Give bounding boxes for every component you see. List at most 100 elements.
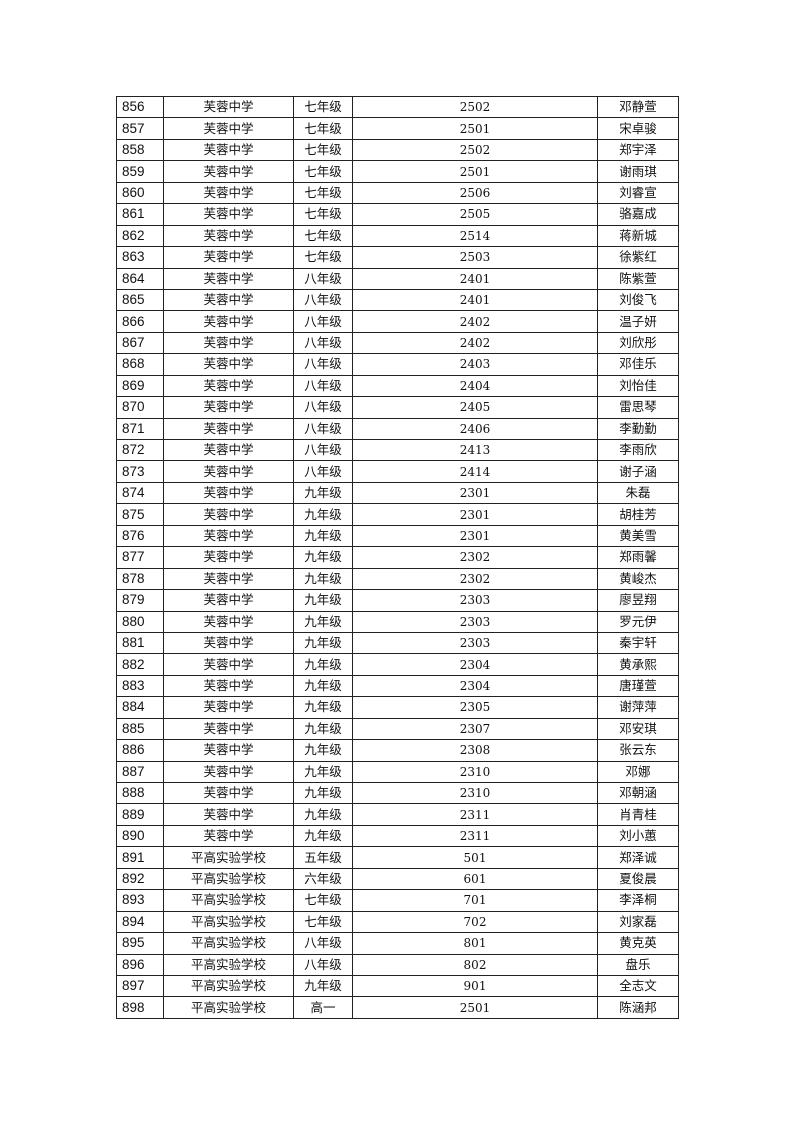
table-row: 873 芙蓉中学 八年级 2414 谢子涵: [116, 460, 679, 483]
row-number-cell: 877: [116, 546, 164, 569]
table-row: 874 芙蓉中学 九年级 2301 朱磊: [116, 481, 679, 505]
class-cell: 2404: [352, 374, 598, 398]
table-row: 880 芙蓉中学 九年级 2303 罗元伊: [116, 610, 679, 633]
class-cell: 2402: [352, 331, 598, 355]
student-name-cell: 肖青桂: [597, 803, 679, 826]
row-number-cell: 856: [116, 95, 164, 119]
class-cell: 901: [352, 974, 598, 998]
school-cell: 芙蓉中学: [163, 181, 294, 205]
row-number-cell: 860: [116, 181, 164, 205]
table-row: 856 芙蓉中学 七年级 2502 邓静萱: [116, 95, 679, 119]
class-cell: 2308: [352, 739, 598, 762]
table-row: 877 芙蓉中学 九年级 2302 郑雨馨: [116, 546, 679, 569]
table-row: 886 芙蓉中学 九年级 2308 张云东: [116, 739, 679, 762]
class-cell: 501: [352, 846, 598, 869]
school-cell: 芙蓉中学: [163, 267, 294, 290]
school-cell: 芙蓉中学: [163, 610, 294, 633]
table-row: 895 平高实验学校 八年级 801 黄克英: [116, 932, 679, 955]
table-row: 878 芙蓉中学 九年级 2302 黄峻杰: [116, 567, 679, 591]
school-cell: 芙蓉中学: [163, 95, 294, 119]
student-name-cell: 邓安琪: [597, 717, 679, 741]
row-number-cell: 898: [116, 996, 164, 1019]
grade-cell: 八年级: [293, 331, 353, 355]
table-row: 882 芙蓉中学 九年级 2304 黄承熙: [116, 653, 679, 676]
row-number-cell: 889: [116, 803, 164, 826]
student-name-cell: 郑宇泽: [597, 138, 679, 162]
row-number-cell: 859: [116, 160, 164, 183]
school-cell: 芙蓉中学: [163, 460, 294, 483]
grade-cell: 九年级: [293, 653, 353, 676]
class-cell: 2311: [352, 824, 598, 848]
student-name-cell: 雷思琴: [597, 396, 679, 419]
row-number-cell: 884: [116, 696, 164, 719]
student-name-cell: 温子妍: [597, 310, 679, 333]
grade-cell: 九年级: [293, 524, 353, 548]
grade-cell: 八年级: [293, 374, 353, 398]
school-cell: 芙蓉中学: [163, 674, 294, 698]
school-cell: 芙蓉中学: [163, 739, 294, 762]
row-number-cell: 895: [116, 932, 164, 955]
row-number-cell: 894: [116, 910, 164, 934]
student-name-cell: 刘小蕙: [597, 824, 679, 848]
grade-cell: 九年级: [293, 610, 353, 633]
grade-cell: 九年级: [293, 696, 353, 719]
table-row: 858 芙蓉中学 七年级 2502 郑宇泽: [116, 138, 679, 162]
table-row: 884 芙蓉中学 九年级 2305 谢萍萍: [116, 696, 679, 719]
row-number-cell: 874: [116, 481, 164, 505]
table-row: 888 芙蓉中学 九年级 2310 邓朝涵: [116, 781, 679, 805]
table-row: 868 芙蓉中学 八年级 2403 邓佳乐: [116, 353, 679, 376]
student-name-cell: 刘睿宣: [597, 181, 679, 205]
table-row: 890 芙蓉中学 九年级 2311 刘小蕙: [116, 824, 679, 848]
row-number-cell: 872: [116, 438, 164, 462]
class-cell: 2413: [352, 438, 598, 462]
class-cell: 2310: [352, 781, 598, 805]
student-name-cell: 谢萍萍: [597, 696, 679, 719]
student-name-cell: 邓娜: [597, 760, 679, 784]
row-number-cell: 870: [116, 396, 164, 419]
row-number-cell: 875: [116, 503, 164, 526]
student-name-cell: 李雨欣: [597, 438, 679, 462]
grade-cell: 九年级: [293, 503, 353, 526]
class-cell: 702: [352, 910, 598, 934]
grade-cell: 七年级: [293, 117, 353, 140]
school-cell: 芙蓉中学: [163, 503, 294, 526]
grade-cell: 八年级: [293, 417, 353, 441]
grade-cell: 八年级: [293, 953, 353, 976]
grade-cell: 八年级: [293, 460, 353, 483]
row-number-cell: 866: [116, 310, 164, 333]
grade-cell: 七年级: [293, 203, 353, 226]
table-row: 885 芙蓉中学 九年级 2307 邓安琪: [116, 717, 679, 741]
class-cell: 2303: [352, 589, 598, 612]
grade-cell: 七年级: [293, 246, 353, 269]
row-number-cell: 893: [116, 889, 164, 912]
class-cell: 2514: [352, 224, 598, 248]
class-cell: 2505: [352, 203, 598, 226]
school-cell: 平高实验学校: [163, 867, 294, 891]
grade-cell: 七年级: [293, 160, 353, 183]
class-cell: 2305: [352, 696, 598, 719]
school-cell: 平高实验学校: [163, 910, 294, 934]
grade-cell: 七年级: [293, 224, 353, 248]
student-name-cell: 夏俊晨: [597, 867, 679, 891]
school-cell: 芙蓉中学: [163, 288, 294, 312]
school-cell: 芙蓉中学: [163, 824, 294, 848]
class-cell: 801: [352, 932, 598, 955]
table-row: 867 芙蓉中学 八年级 2402 刘欣彤: [116, 331, 679, 355]
row-number-cell: 888: [116, 781, 164, 805]
school-cell: 平高实验学校: [163, 974, 294, 998]
grade-cell: 九年级: [293, 631, 353, 655]
class-cell: 2301: [352, 524, 598, 548]
class-cell: 2501: [352, 996, 598, 1019]
table-row: 863 芙蓉中学 七年级 2503 徐紫红: [116, 246, 679, 269]
table-row: 887 芙蓉中学 九年级 2310 邓娜: [116, 760, 679, 784]
grade-cell: 九年级: [293, 760, 353, 784]
student-name-cell: 郑泽诚: [597, 846, 679, 869]
table-row: 892 平高实验学校 六年级 601 夏俊晨: [116, 867, 679, 891]
class-cell: 2304: [352, 674, 598, 698]
grade-cell: 九年级: [293, 974, 353, 998]
grade-cell: 七年级: [293, 889, 353, 912]
school-cell: 芙蓉中学: [163, 374, 294, 398]
grade-cell: 九年级: [293, 781, 353, 805]
student-name-cell: 邓佳乐: [597, 353, 679, 376]
row-number-cell: 868: [116, 353, 164, 376]
